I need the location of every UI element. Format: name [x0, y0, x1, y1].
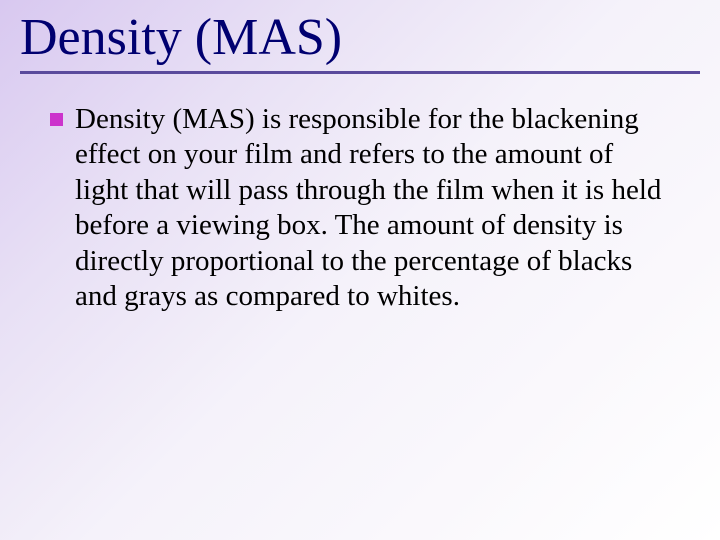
body-area: Density (MAS) is responsible for the bla… [0, 74, 720, 314]
slide-title: Density (MAS) [20, 8, 700, 67]
title-area: Density (MAS) [0, 0, 720, 74]
square-bullet-icon [50, 113, 63, 126]
bullet-text: Density (MAS) is responsible for the bla… [75, 102, 670, 314]
bullet-item: Density (MAS) is responsible for the bla… [50, 102, 670, 314]
slide: Density (MAS) Density (MAS) is responsib… [0, 0, 720, 540]
